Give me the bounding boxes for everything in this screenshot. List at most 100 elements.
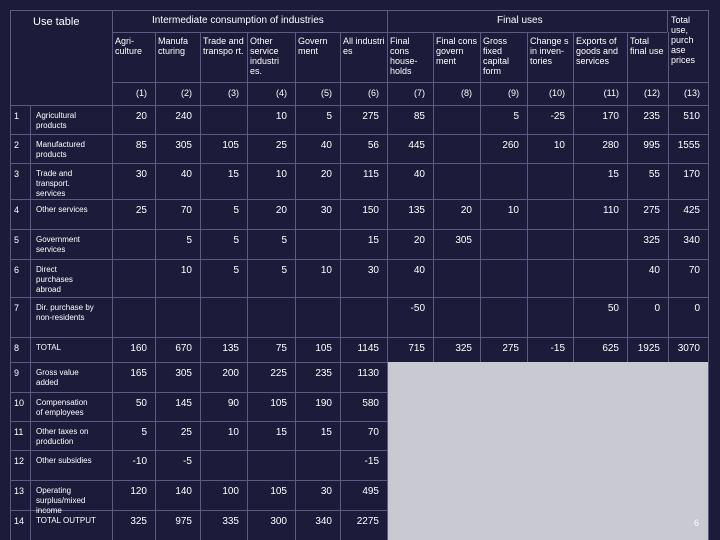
col-line (433, 32, 434, 362)
final-divider (387, 10, 388, 32)
column-code: (5) (321, 88, 332, 98)
column-code: (9) (508, 88, 519, 98)
col-line (527, 32, 528, 362)
row-number: 9 (14, 368, 20, 378)
row-line (10, 229, 708, 230)
table-cell: 25 (275, 140, 287, 151)
column-code: (6) (368, 88, 379, 98)
table-cell: 20 (135, 111, 147, 122)
table-cell: 325 (643, 235, 660, 246)
col-line (200, 32, 201, 540)
row-number: 1 (14, 111, 20, 121)
row-label: Agricultural products (36, 111, 77, 130)
table-cell: 56 (367, 140, 379, 151)
table-cell: 510 (683, 111, 700, 122)
table-cell: 975 (175, 516, 192, 527)
table-cell: 110 (603, 205, 619, 216)
table-cell: 1130 (357, 368, 379, 379)
table-cell: 995 (643, 140, 660, 151)
table-cell: 305 (175, 368, 192, 379)
table-cell: -15 (364, 456, 379, 467)
col-line (155, 32, 156, 540)
row-label: Other subsidies (36, 456, 92, 465)
table-cell: 305 (455, 235, 472, 246)
row-label: Government services (36, 235, 81, 254)
table-cell: 105 (315, 343, 332, 354)
table-cell: 10 (553, 140, 565, 151)
table-cell: 75 (275, 343, 287, 354)
row-label: Trade and transport. services (36, 169, 73, 198)
column-header: Final cons govern ment (436, 36, 478, 66)
column-code: (10) (548, 88, 565, 98)
row-line (10, 450, 387, 451)
row-number: 11 (14, 427, 24, 437)
table-cell: 25 (135, 205, 147, 216)
table-cell: 115 (363, 169, 379, 180)
table-cell: 670 (175, 343, 192, 354)
table-cell: 40 (413, 265, 425, 276)
row-number: 12 (14, 456, 25, 466)
row-number: 7 (14, 303, 20, 313)
table-cell: 3070 (677, 343, 700, 354)
row-number: 8 (14, 343, 20, 353)
table-cell: 1555 (677, 140, 700, 151)
table-cell: 425 (683, 205, 700, 216)
table-cell: 70 (180, 205, 192, 216)
column-header: Manufa cturing (158, 36, 189, 56)
column-header: Other service industri es. (250, 36, 280, 76)
row-number: 14 (14, 516, 25, 526)
table-cell: 5 (141, 427, 147, 438)
table-cell: 325 (130, 516, 147, 527)
table-cell: 10 (275, 111, 287, 122)
col-line (573, 32, 574, 362)
row-line (10, 480, 387, 481)
table-cell: 20 (413, 235, 425, 246)
table-cell: 5 (281, 235, 287, 246)
column-header: Govern ment (298, 36, 328, 56)
table-cell: 340 (315, 516, 332, 527)
table-cell: 150 (362, 205, 379, 216)
table-cell: 15 (367, 235, 379, 246)
table-cell: 495 (362, 486, 379, 497)
row-label: TOTAL OUTPUT (36, 516, 96, 525)
table-cell: 50 (135, 398, 147, 409)
column-header: Final cons house-holds (390, 36, 418, 76)
table-cell: 445 (408, 140, 425, 151)
table-cell: -50 (410, 303, 425, 314)
row-number: 6 (14, 265, 20, 275)
table-cell: 10 (275, 169, 287, 180)
row-line (10, 392, 387, 393)
row-label: Other taxes on production (36, 427, 89, 446)
table-cell: -10 (132, 456, 147, 467)
table-cell: 30 (367, 265, 379, 276)
table-cell: 105 (270, 398, 287, 409)
table-cell: 135 (222, 343, 239, 354)
row-line (10, 362, 387, 363)
table-cell: 15 (275, 427, 287, 438)
table-cell: 235 (643, 111, 660, 122)
table-cell: 25 (180, 427, 192, 438)
frame-top (10, 10, 708, 11)
table-cell: 105 (222, 140, 239, 151)
column-code: (8) (461, 88, 472, 98)
table-cell: 10 (180, 265, 192, 276)
table-cell: 40 (648, 265, 660, 276)
column-header: Exports of goods and services (576, 36, 619, 66)
table-cell: 305 (175, 140, 192, 151)
table-cell: 90 (227, 398, 239, 409)
row-label: TOTAL (36, 343, 62, 352)
group-line (112, 32, 667, 33)
table-cell: 10 (320, 265, 332, 276)
table-cell: 325 (455, 343, 472, 354)
column-code: (11) (603, 88, 619, 98)
table-cell: 85 (413, 111, 425, 122)
column-code: (12) (643, 88, 660, 98)
table-cell: 2275 (356, 516, 379, 527)
row-label: Dir. purchase by non-residents (36, 303, 94, 322)
column-code: (13) (683, 88, 700, 98)
row-number: 5 (14, 235, 20, 245)
table-cell: 5 (326, 111, 332, 122)
table-cell: 170 (602, 111, 619, 122)
table-cell: 625 (602, 343, 619, 354)
